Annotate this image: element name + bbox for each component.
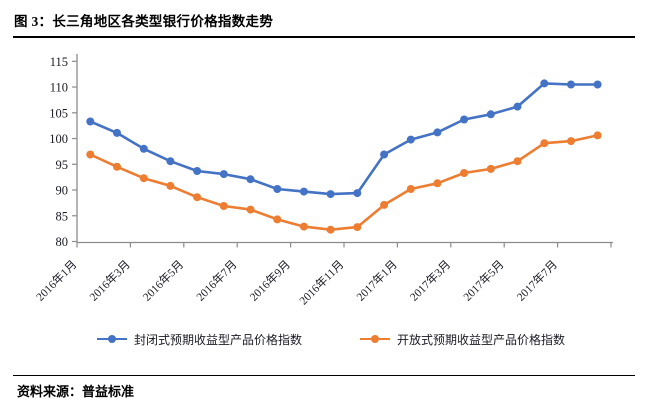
y-tick-label: 100 xyxy=(49,132,68,146)
y-tick-label: 90 xyxy=(56,184,69,198)
open-end-data-point xyxy=(113,162,121,171)
closed-end-data-point xyxy=(567,80,575,89)
title-rule xyxy=(13,36,635,38)
x-tick-label: 2017年1月 xyxy=(353,257,399,303)
closed-end-data-point xyxy=(193,167,202,175)
x-tick-label: 2016年5月 xyxy=(140,257,186,303)
open-end-data-point xyxy=(326,225,335,234)
y-tick-label: 85 xyxy=(56,209,69,223)
closed-end-data-point xyxy=(139,144,148,153)
open-end-data-point xyxy=(193,193,202,202)
open-end-data-point xyxy=(433,179,442,188)
closed-end-data-point xyxy=(113,128,121,137)
open-end-data-point xyxy=(567,137,575,146)
closed-end-data-point xyxy=(513,102,522,111)
open-end-data-point xyxy=(380,200,389,209)
closed-end-data-point xyxy=(299,187,308,196)
closed-end-data-point xyxy=(380,150,389,159)
open-end-data-point xyxy=(460,169,469,177)
closed-end-data-point xyxy=(486,110,495,119)
closed-end-data-point xyxy=(166,157,175,166)
chart-area: 80 85 90 95 100 105 110 115 2016年1月 2016年3月 2016年5… xyxy=(0,38,648,323)
closed-end-legend-label: 封闭式预期收益型产品价格指数 xyxy=(133,332,302,347)
open-end-data-point xyxy=(86,150,95,159)
open-end-data-point xyxy=(299,222,308,231)
closed-end-data-point xyxy=(86,117,95,126)
x-tick-label: 2016年9月 xyxy=(247,257,293,303)
open-end-data-point xyxy=(246,205,255,214)
line-chart: 80 85 90 95 100 105 110 115 2016年1月 2016年3月 2016年5… xyxy=(33,54,613,307)
closed-end-data-point xyxy=(246,175,255,184)
closed-end-series-line xyxy=(89,82,599,196)
footer-rule xyxy=(13,375,635,376)
open-end-data-point xyxy=(219,202,228,210)
closed-end-data-point xyxy=(540,79,549,88)
closed-end-data-point xyxy=(326,190,335,199)
closed-end-legend-dot-icon xyxy=(107,335,116,343)
closed-end-data-point xyxy=(460,115,469,124)
figure-title: 图 3：长三角地区各类型银行价格指数走势 xyxy=(14,14,274,29)
y-tick-label: 80 xyxy=(56,235,69,249)
closed-end-data-point xyxy=(593,80,602,89)
open-end-data-point xyxy=(513,157,522,166)
open-end-data-point xyxy=(540,139,549,148)
y-tick-label: 105 xyxy=(49,106,68,120)
y-tick-label: 110 xyxy=(50,81,68,95)
closed-end-data-point xyxy=(273,185,282,193)
x-tick-label: 2017年7月 xyxy=(514,257,560,303)
chart-legend: 封闭式预期收益型产品价格指数 开放式预期收益型产品价格指数 xyxy=(0,330,648,348)
open-end-data-point xyxy=(486,164,495,173)
y-tick-label: 115 xyxy=(50,55,68,69)
data-source-note: 资料来源：普益标准 xyxy=(17,384,135,399)
open-end-series-line xyxy=(89,134,599,231)
closed-end-data-point xyxy=(406,135,415,144)
open-end-data-point xyxy=(593,131,602,140)
x-tick-label: 2017年5月 xyxy=(460,257,506,303)
x-tick-label: 2016年1月 xyxy=(33,257,79,303)
figure-title-bar: 图 3：长三角地区各类型银行价格指数走势 xyxy=(0,0,648,31)
legend-item-open-end: 开放式预期收益型产品价格指数 xyxy=(360,331,565,348)
open-end-data-point xyxy=(139,174,148,183)
open-end-legend-marker xyxy=(360,335,390,343)
x-tick-label: 2016年11月 xyxy=(296,257,346,307)
y-tick-label: 95 xyxy=(56,158,69,172)
x-tick-label: 2016年3月 xyxy=(86,257,132,303)
x-tick-label: 2016年7月 xyxy=(193,257,239,303)
closed-end-data-point xyxy=(219,170,228,179)
closed-end-data-point xyxy=(353,189,362,198)
closed-end-data-point xyxy=(433,128,442,137)
open-end-legend-label: 开放式预期收益型产品价格指数 xyxy=(397,332,566,347)
open-end-data-point xyxy=(406,185,415,193)
open-end-legend-dot-icon xyxy=(371,335,379,343)
closed-end-legend-marker xyxy=(96,335,127,343)
open-end-data-point xyxy=(353,223,362,232)
open-end-data-point xyxy=(273,215,282,224)
legend-item-closed-end: 封闭式预期收益型产品价格指数 xyxy=(96,331,302,348)
x-tick-label: 2017年3月 xyxy=(407,257,453,303)
open-end-data-point xyxy=(166,181,175,190)
